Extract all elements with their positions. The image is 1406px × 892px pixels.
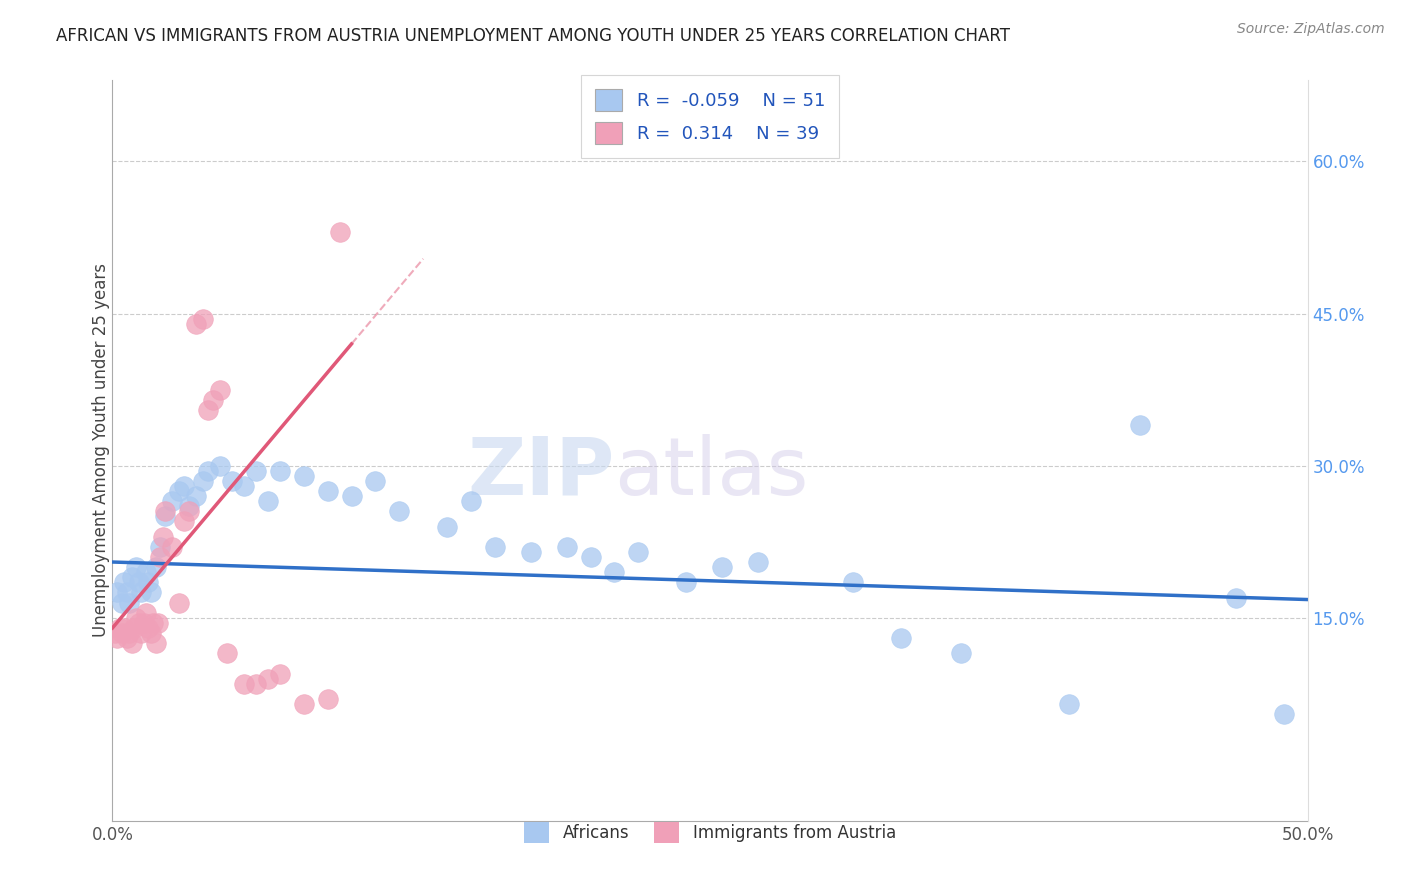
Point <box>115 585 138 599</box>
Point <box>118 626 141 640</box>
Point <box>890 631 912 645</box>
Point <box>105 631 128 645</box>
Point <box>177 500 200 514</box>
Point <box>579 549 602 564</box>
Text: ZIP: ZIP <box>467 434 614 512</box>
Point <box>118 596 141 610</box>
Point <box>121 636 143 650</box>
Point <box>114 575 135 590</box>
Point <box>145 560 167 574</box>
Point <box>173 515 195 529</box>
Point <box>149 549 172 564</box>
Point <box>209 458 232 473</box>
Point <box>129 585 152 599</box>
Point <box>162 540 183 554</box>
Point <box>209 383 232 397</box>
Point <box>1272 707 1295 722</box>
Point <box>257 494 280 508</box>
Point <box>153 509 176 524</box>
Point <box>132 615 155 630</box>
Text: Source: ZipAtlas.com: Source: ZipAtlas.com <box>1237 22 1385 37</box>
Point <box>950 646 973 660</box>
Point <box>186 489 208 503</box>
Point <box>245 464 267 478</box>
Point <box>316 692 339 706</box>
Point <box>711 560 734 574</box>
Point <box>128 615 150 630</box>
Point <box>364 474 387 488</box>
Point <box>173 479 195 493</box>
Point <box>193 311 215 326</box>
Point <box>142 615 165 630</box>
Text: AFRICAN VS IMMIGRANTS FROM AUSTRIA UNEMPLOYMENT AMONG YOUTH UNDER 25 YEARS CORRE: AFRICAN VS IMMIGRANTS FROM AUSTRIA UNEMP… <box>56 27 1011 45</box>
Point <box>162 494 183 508</box>
Point <box>340 489 363 503</box>
Point <box>108 621 131 635</box>
Point <box>316 483 339 498</box>
Point <box>233 479 256 493</box>
Point <box>169 483 191 498</box>
Y-axis label: Unemployment Among Youth under 25 years: Unemployment Among Youth under 25 years <box>93 263 110 638</box>
Point <box>460 494 482 508</box>
Point <box>169 596 191 610</box>
Point <box>1129 418 1152 433</box>
Point <box>104 626 127 640</box>
Point <box>520 545 543 559</box>
Legend: Africans, Immigrants from Austria: Africans, Immigrants from Austria <box>517 815 903 849</box>
Point <box>1057 697 1080 711</box>
Point <box>329 226 352 240</box>
Point <box>111 626 134 640</box>
Point <box>292 697 315 711</box>
Point <box>125 611 148 625</box>
Point <box>122 621 145 635</box>
Point <box>177 504 200 518</box>
Point <box>257 672 280 686</box>
Point <box>245 677 267 691</box>
Point <box>627 545 650 559</box>
Point <box>555 540 578 554</box>
Point <box>603 565 626 579</box>
Point <box>186 317 208 331</box>
Point <box>436 519 458 533</box>
Point <box>484 540 506 554</box>
Point <box>129 626 152 640</box>
Point <box>121 570 143 584</box>
Point <box>135 606 157 620</box>
Point <box>217 646 239 660</box>
Point <box>138 621 160 635</box>
Point <box>128 575 150 590</box>
Point <box>221 474 243 488</box>
Point <box>135 565 157 579</box>
Point <box>152 530 174 544</box>
Point <box>193 474 215 488</box>
Point <box>269 464 291 478</box>
Point <box>153 504 176 518</box>
Point <box>675 575 697 590</box>
Point <box>114 621 135 635</box>
Point <box>115 631 138 645</box>
Point <box>139 626 162 640</box>
Point <box>197 403 219 417</box>
Point <box>146 615 169 630</box>
Point <box>111 596 134 610</box>
Point <box>233 677 256 691</box>
Point <box>269 666 291 681</box>
Point <box>125 560 148 574</box>
Point <box>149 540 172 554</box>
Point <box>145 636 167 650</box>
Point <box>197 464 219 478</box>
Point <box>1225 591 1247 605</box>
Point <box>138 575 160 590</box>
Point <box>105 585 128 599</box>
Point <box>388 504 411 518</box>
Text: atlas: atlas <box>614 434 808 512</box>
Point <box>747 555 769 569</box>
Point <box>292 468 315 483</box>
Point <box>842 575 865 590</box>
Point <box>139 585 162 599</box>
Point <box>201 392 224 407</box>
